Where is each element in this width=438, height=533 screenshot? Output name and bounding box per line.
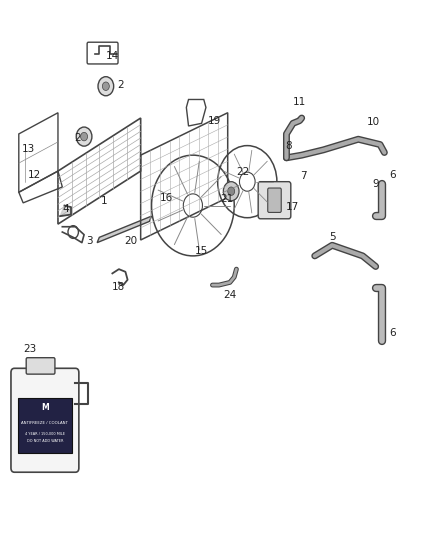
Text: 5: 5 — [329, 232, 336, 243]
Text: 7: 7 — [300, 172, 307, 181]
Circle shape — [76, 127, 92, 146]
Text: 8: 8 — [285, 141, 292, 151]
Text: 13: 13 — [22, 144, 35, 154]
Text: M: M — [41, 402, 49, 411]
FancyBboxPatch shape — [258, 182, 291, 219]
Text: 24: 24 — [223, 289, 237, 300]
Text: 11: 11 — [293, 97, 306, 107]
Text: 9: 9 — [372, 179, 379, 189]
Text: 17: 17 — [286, 202, 299, 212]
FancyBboxPatch shape — [11, 368, 79, 472]
Text: 2: 2 — [117, 80, 124, 90]
FancyBboxPatch shape — [268, 188, 281, 213]
Text: 4: 4 — [63, 204, 69, 214]
Text: 2: 2 — [74, 133, 81, 143]
Text: 18: 18 — [112, 281, 126, 292]
Polygon shape — [60, 206, 71, 216]
Circle shape — [223, 182, 239, 201]
Text: 19: 19 — [208, 116, 221, 126]
Text: 4 YEAR / 150,000 MILE: 4 YEAR / 150,000 MILE — [25, 432, 65, 435]
FancyBboxPatch shape — [26, 358, 55, 374]
Text: 16: 16 — [160, 192, 173, 203]
Text: 6: 6 — [389, 328, 396, 338]
Text: 14: 14 — [106, 51, 119, 61]
Polygon shape — [97, 216, 152, 243]
Text: 10: 10 — [367, 117, 380, 127]
Text: DO NOT ADD WATER: DO NOT ADD WATER — [27, 440, 63, 443]
Text: 12: 12 — [28, 171, 41, 180]
Circle shape — [81, 132, 88, 141]
Circle shape — [98, 77, 114, 96]
Text: 15: 15 — [195, 246, 208, 256]
Text: ANTIFREEZE / COOLANT: ANTIFREEZE / COOLANT — [21, 421, 68, 425]
Text: 23: 23 — [24, 344, 37, 354]
Text: 20: 20 — [124, 236, 138, 246]
FancyBboxPatch shape — [18, 398, 72, 453]
Circle shape — [102, 82, 110, 91]
Text: 22: 22 — [237, 167, 250, 177]
Text: 1: 1 — [100, 196, 107, 206]
Text: 6: 6 — [389, 171, 396, 180]
Text: 3: 3 — [86, 236, 92, 246]
Circle shape — [228, 187, 235, 196]
Text: 21: 21 — [220, 193, 233, 204]
